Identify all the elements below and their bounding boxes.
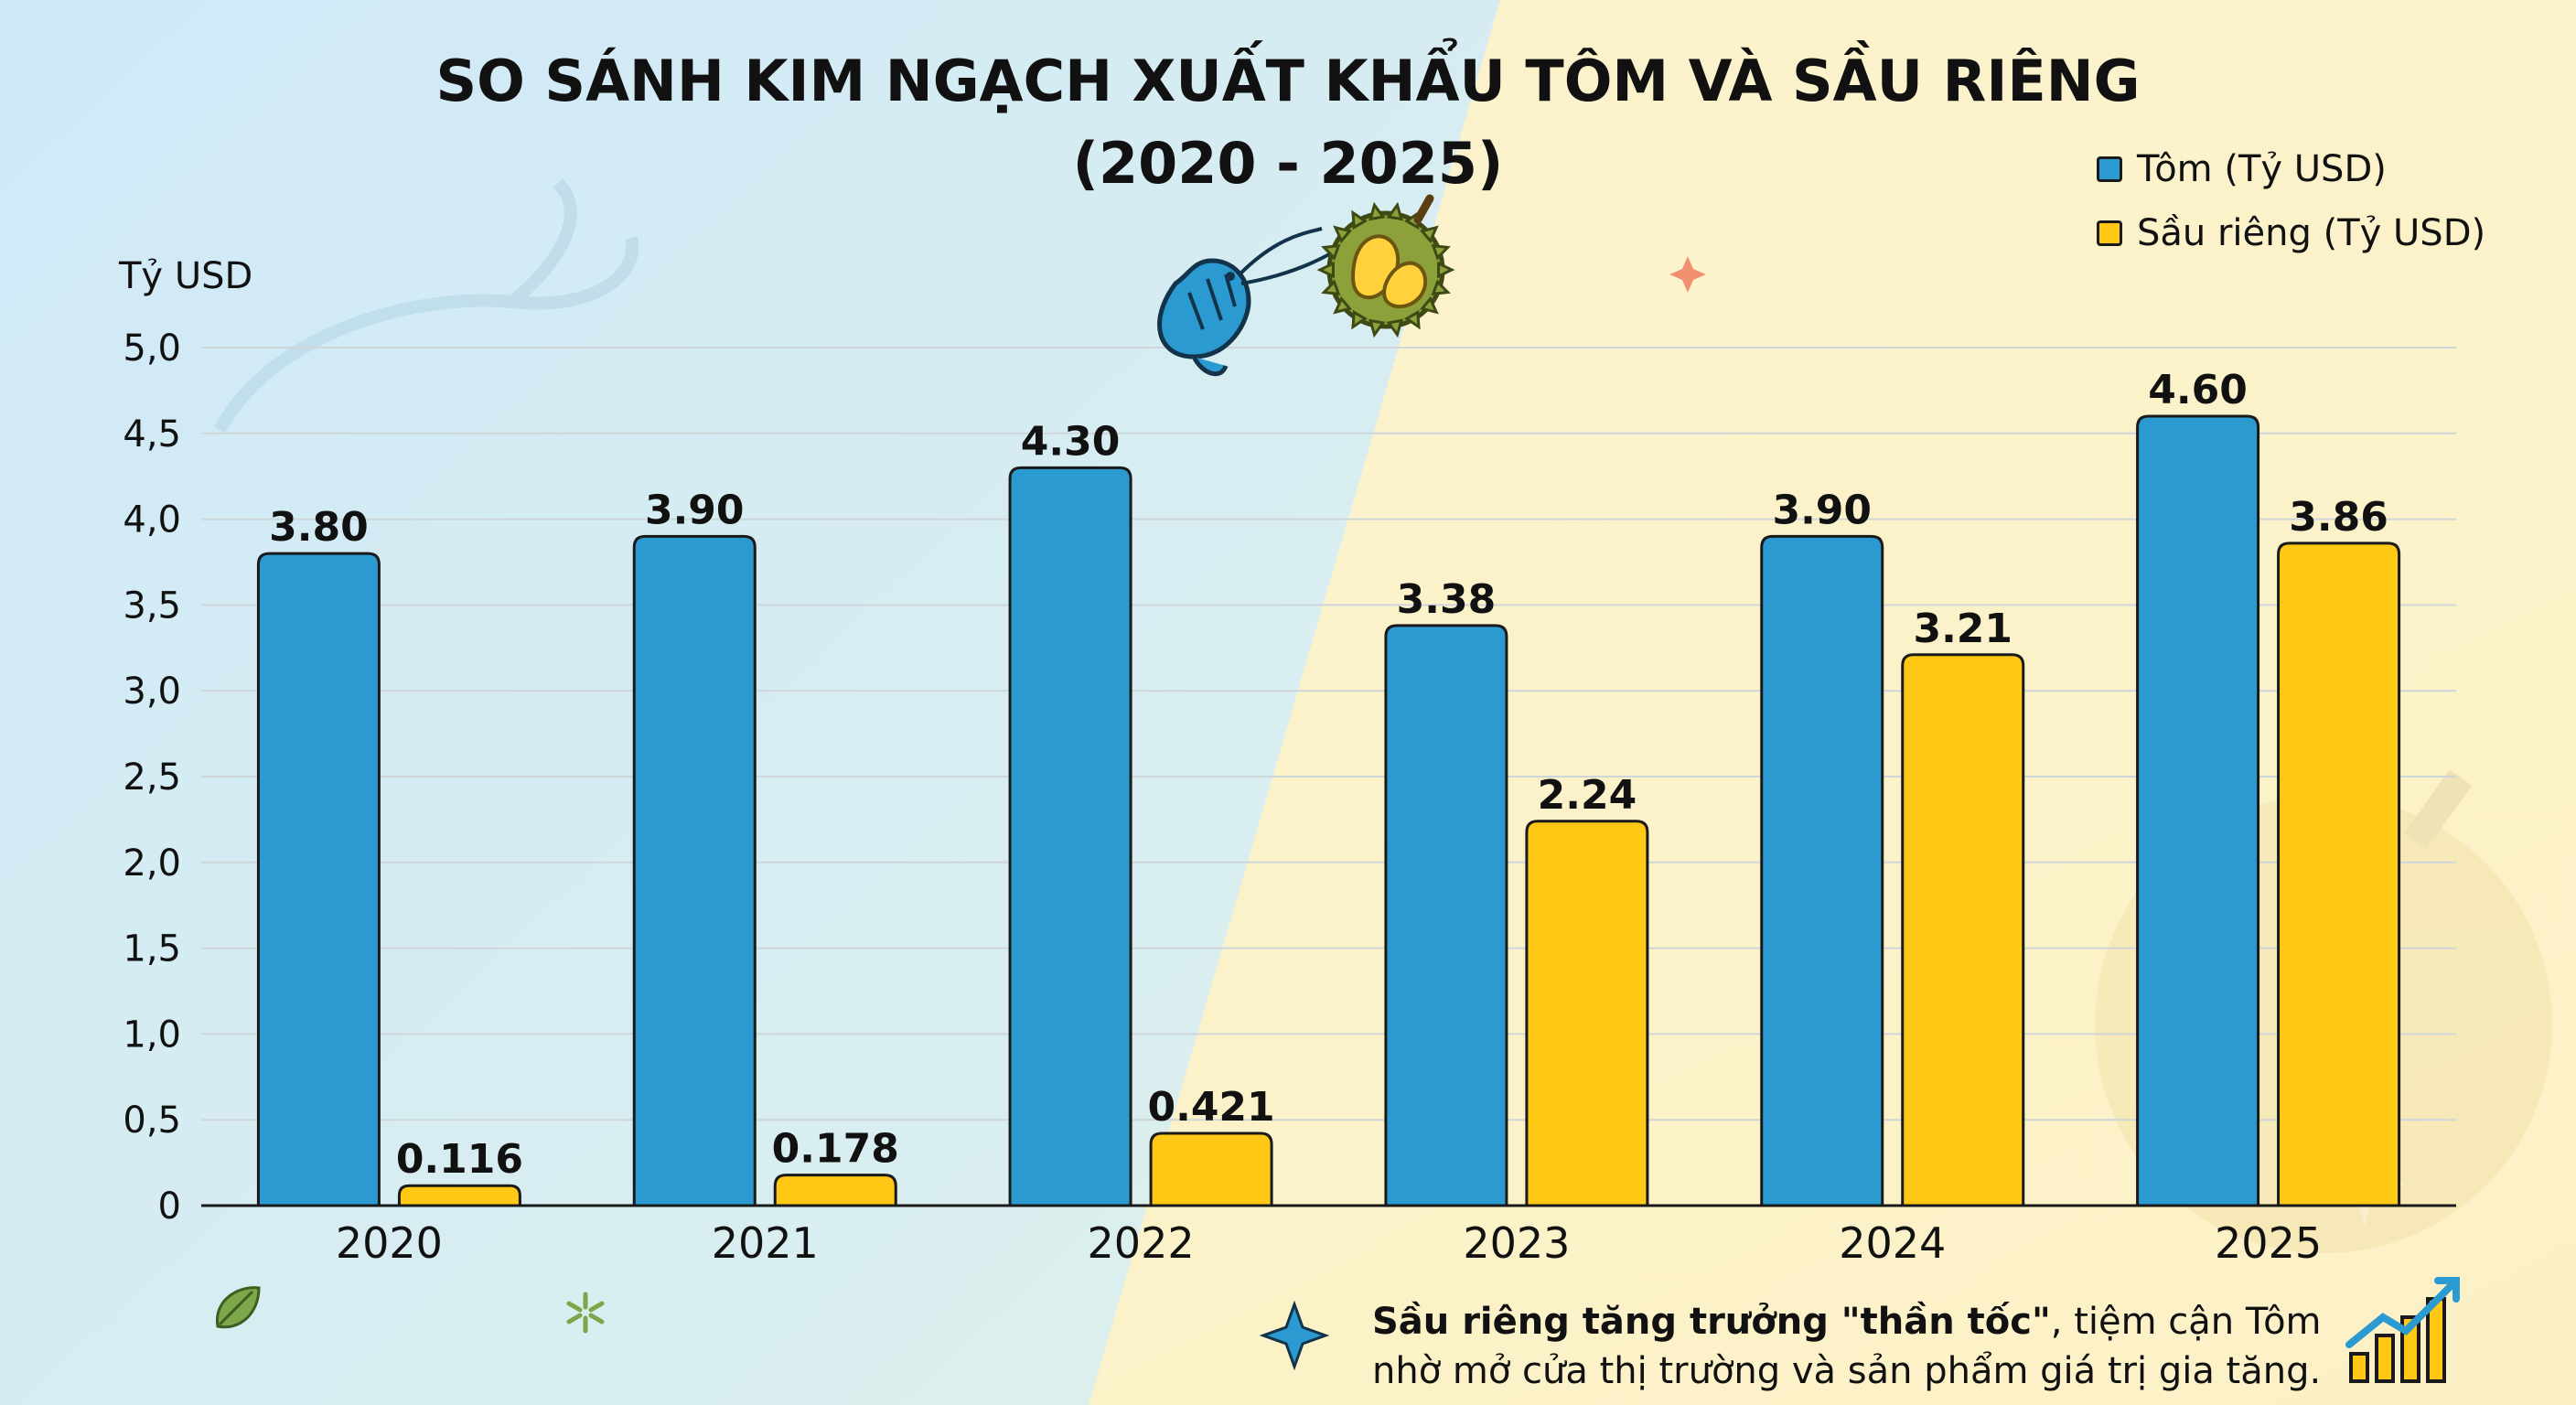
y-tick-label: 0: [158, 1185, 181, 1228]
growth-chart-icon: [2345, 1277, 2460, 1383]
bars: 3.80 0.116 3.90 0.178 4.30 0.421 3.38 2.24 3.90 3…: [256, 367, 2401, 1207]
bar-durian-2020: [397, 1184, 521, 1207]
legend: Tôm (Tỷ USD) Sầu riêng (Tỷ USD): [2097, 137, 2485, 265]
sprout-sparkle-icon: [566, 1292, 605, 1334]
y-axis-label: Tỷ USD: [118, 255, 252, 297]
legend-label-shrimp: Tôm (Tỷ USD): [2137, 148, 2387, 190]
durian-icon: [1316, 194, 1455, 338]
footnote-highlight: Sầu riêng tăng trưởng "thần tốc": [1372, 1301, 2051, 1343]
bar-durian-2025: [2277, 542, 2401, 1207]
chart-title-line-2: (2020 - 2025): [1072, 130, 1504, 197]
data-label-shrimp-2020: 3.80: [269, 504, 369, 551]
legend-item-durian: Sầu riêng (Tỷ USD): [2097, 201, 2485, 265]
data-label-durian-2020: 0.116: [396, 1136, 523, 1183]
x-axis-ticks: 2020 2021 2022 2023 2024 2025: [336, 1218, 2322, 1268]
y-axis-ticks: 0 0,5 1,0 1,5 2,0 2,5 3,0 3,5 4,0 4,5 5,0: [123, 327, 181, 1228]
sparkle-icon: [1669, 256, 1706, 293]
x-tick-label: 2021: [712, 1218, 819, 1268]
bar-durian-2022: [1149, 1132, 1273, 1207]
legend-swatch-durian: [2097, 220, 2122, 246]
y-tick-label: 3,5: [123, 585, 181, 627]
y-tick-label: 4,5: [123, 413, 181, 456]
legend-label-durian: Sầu riêng (Tỷ USD): [2137, 212, 2486, 254]
x-tick-label: 2025: [2215, 1218, 2322, 1268]
x-tick-label: 2020: [336, 1218, 443, 1268]
bar-shrimp-2023: [1384, 624, 1508, 1207]
bar-durian-2023: [1525, 820, 1649, 1207]
y-tick-label: 1,0: [123, 1014, 181, 1056]
data-label-durian-2022: 0.421: [1147, 1084, 1274, 1131]
data-label-shrimp-2021: 3.90: [645, 487, 745, 533]
bar-durian-2024: [1901, 653, 2025, 1207]
shrimp-icon: [1157, 227, 1356, 377]
footnote-line-2: nhờ mở cửa thị trường và sản phẩm giá tr…: [1372, 1350, 2322, 1392]
bar-shrimp-2024: [1760, 534, 1884, 1207]
footnote-line-1: Sầu riêng tăng trưởng "thần tốc", tiệm c…: [1372, 1297, 2378, 1346]
bar-shrimp-2020: [256, 552, 381, 1207]
star-icon: [1259, 1300, 1330, 1371]
y-tick-label: 4,0: [123, 499, 181, 542]
y-tick-label: 2,0: [123, 842, 181, 885]
x-tick-label: 2022: [1088, 1218, 1195, 1268]
data-label-durian-2025: 3.86: [2289, 494, 2388, 541]
data-label-shrimp-2024: 3.90: [1772, 487, 1872, 533]
bar-durian-2021: [773, 1174, 897, 1207]
background-shrimp-icon: [213, 178, 639, 434]
bar-shrimp-2022: [1008, 466, 1132, 1207]
y-tick-label: 1,5: [123, 928, 181, 971]
y-tick-label: 3,0: [123, 670, 181, 713]
y-tick-label: 0,5: [123, 1099, 181, 1142]
chart-title-line-1: SO SÁNH KIM NGẠCH XUẤT KHẨU TÔM VÀ SẦU R…: [435, 48, 2141, 114]
data-label-shrimp-2023: 3.38: [1397, 576, 1497, 623]
bar-shrimp-2021: [632, 534, 757, 1207]
gridlines: [201, 347, 2456, 1121]
data-label-durian-2024: 3.21: [1913, 606, 2012, 652]
data-label-shrimp-2025: 4.60: [2148, 367, 2248, 413]
data-label-durian-2023: 2.24: [1538, 772, 1637, 819]
leaf-icon: [216, 1286, 261, 1329]
x-tick-label: 2024: [1839, 1218, 1946, 1268]
legend-item-shrimp: Tôm (Tỷ USD): [2097, 137, 2485, 201]
y-tick-label: 2,5: [123, 756, 181, 799]
y-tick-label: 5,0: [123, 327, 181, 370]
footnote: Sầu riêng tăng trưởng "thần tốc", tiệm c…: [1372, 1297, 2378, 1396]
footnote-line-1-rest: , tiệm cận Tôm: [2050, 1301, 2322, 1343]
legend-swatch-shrimp: [2097, 156, 2122, 182]
data-label-shrimp-2022: 4.30: [1021, 418, 1121, 465]
bar-shrimp-2025: [2136, 414, 2260, 1207]
data-label-durian-2021: 0.178: [772, 1126, 899, 1173]
x-tick-label: 2023: [1463, 1218, 1570, 1268]
